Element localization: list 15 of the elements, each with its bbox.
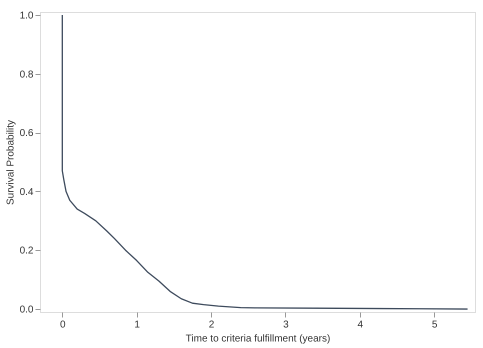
y-tick-label: 0.6: [20, 128, 34, 140]
y-tick-label: 0.0: [20, 304, 34, 316]
x-tick-label: 1: [134, 320, 140, 330]
y-tick-label: 0.4: [20, 186, 34, 198]
y-tick-label: 1.0: [20, 10, 34, 22]
line-series: [62, 14, 468, 310]
x-tick-label: 2: [208, 320, 215, 330]
x-tick-label: 4: [357, 320, 364, 330]
x-tick-label: 3: [283, 320, 290, 330]
x-tick-label: 5: [432, 320, 438, 330]
x-axis-title: Time to criteria fulfillment (years): [186, 334, 330, 344]
y-axis-title: Survival Probability: [6, 120, 17, 206]
y-tick-label: 0.2: [20, 246, 34, 257]
y-tick-label: 0.8: [20, 69, 34, 80]
x-tick-label: 0: [60, 320, 66, 330]
